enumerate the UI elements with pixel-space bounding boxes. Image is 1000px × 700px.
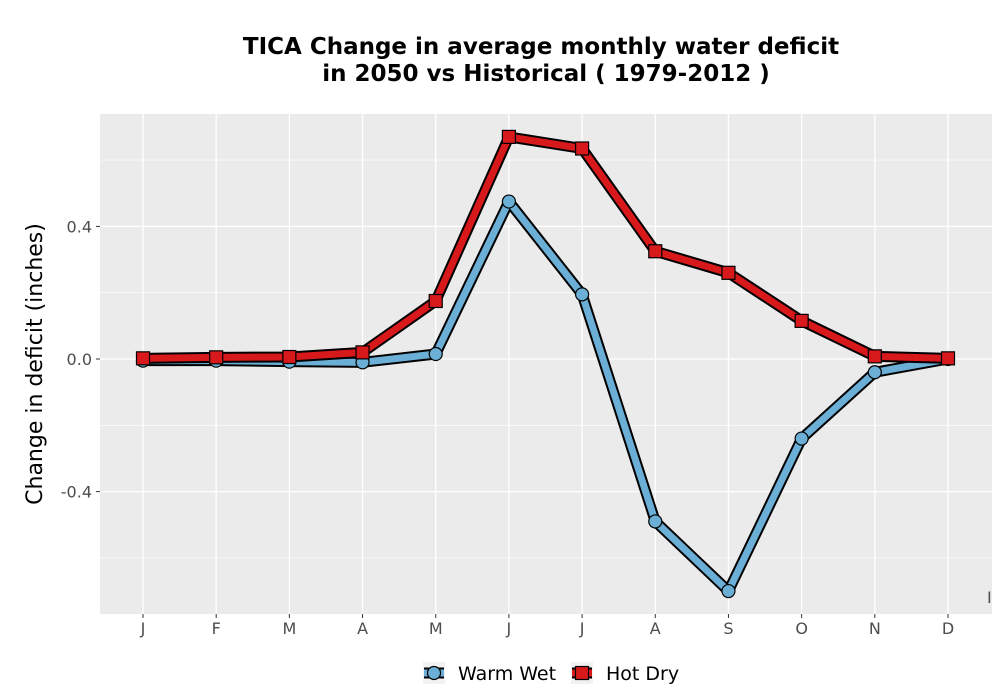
y-axis: -0.4 0.0 0.4 [61, 217, 100, 502]
x-tick-label: A [357, 619, 368, 638]
x-tick-label: M [429, 619, 443, 638]
data-point [574, 287, 590, 302]
data-point [355, 345, 370, 360]
data-point [940, 351, 956, 366]
legend: Warm Wet Hot Dry [423, 662, 679, 685]
data-point [721, 265, 736, 280]
data-point [648, 244, 663, 259]
chart-title-line1: TICA Change in average monthly water def… [243, 34, 839, 60]
x-tick-label: J [140, 619, 146, 638]
data-point [501, 129, 517, 144]
legend-label: Hot Dry [606, 663, 679, 685]
x-tick-label: O [795, 619, 808, 638]
x-tick-label: J [579, 619, 585, 638]
legend-label: Warm Wet [458, 663, 556, 685]
data-point [794, 431, 809, 446]
y-axis-title: Change in deficit (inches) [23, 223, 48, 505]
x-tick-label: J [506, 619, 512, 638]
data-point [282, 349, 297, 365]
x-tick-label: A [650, 619, 661, 638]
x-tick-label: D [942, 619, 954, 638]
chart-title-line2: in 2050 vs Historical ( 1979-2012 ) [322, 61, 769, 87]
data-point [135, 351, 151, 366]
legend-key-marker [574, 665, 590, 681]
series-layer [135, 129, 956, 599]
y-tick-label: 0.4 [67, 217, 92, 236]
legend-key-marker [426, 665, 442, 681]
data-point [501, 194, 517, 209]
data-point [867, 365, 882, 380]
series-line [139, 133, 952, 362]
data-point [209, 350, 224, 365]
stray-tick-mark: I [987, 588, 992, 607]
data-point [428, 293, 443, 309]
data-point [794, 313, 809, 328]
x-tick-label: N [869, 619, 881, 638]
data-point [721, 583, 736, 599]
data-point [574, 141, 590, 156]
x-tick-label: S [723, 619, 733, 638]
data-point [867, 349, 882, 364]
data-point [648, 514, 663, 529]
x-tick-label: F [212, 619, 221, 638]
data-point [428, 346, 443, 362]
x-tick-label: M [282, 619, 296, 638]
y-tick-label: 0.0 [67, 350, 92, 369]
y-tick-label: -0.4 [61, 483, 92, 502]
minor-gridlines [100, 159, 992, 559]
